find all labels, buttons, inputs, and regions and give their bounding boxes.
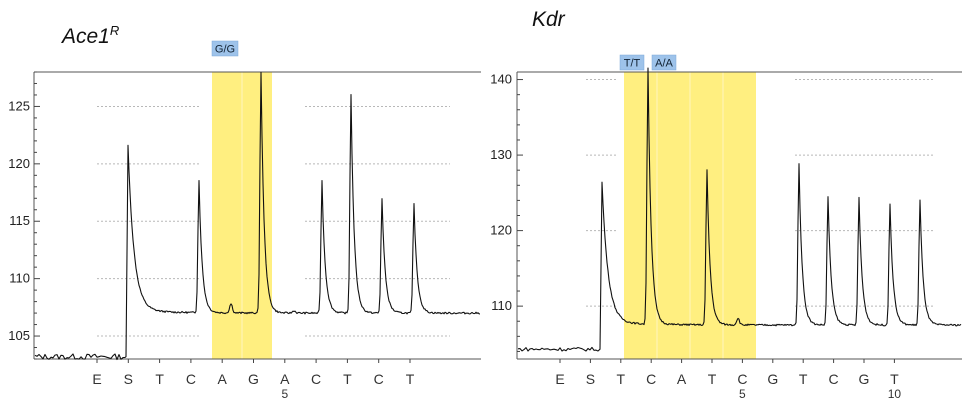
dispensation-label: A	[218, 371, 228, 387]
genotype-label-bg	[619, 54, 645, 71]
y-tick-label: 110	[9, 271, 30, 286]
y-tick-label: 115	[9, 213, 30, 228]
genotype-label-text: T/T	[624, 58, 641, 70]
genotype-label-bg	[651, 54, 677, 71]
dispensation-label: C	[737, 371, 747, 387]
dispensation-label: T	[406, 371, 415, 387]
dispensation-label: E	[555, 371, 564, 387]
pyrogram-trace	[517, 67, 962, 352]
panel-title: Kdr	[532, 8, 566, 31]
y-tick-label: 130	[490, 147, 512, 162]
dispensation-label: S	[124, 371, 133, 387]
panel-title-main: Kdr	[532, 8, 566, 31]
y-tick-label: 120	[8, 156, 30, 171]
dispensation-label: G	[248, 371, 259, 387]
dispensation-label: T	[890, 371, 899, 387]
y-tick-label: 110	[491, 298, 512, 313]
dispensation-label: C	[311, 371, 321, 387]
position-label: 5	[281, 387, 288, 401]
genotype-label-text: G/G	[215, 44, 235, 56]
dispensation-label: G	[859, 371, 870, 387]
dispensation-label: T	[617, 371, 626, 387]
dispensation-label: T	[799, 371, 808, 387]
y-tick-label: 140	[490, 72, 512, 87]
dispensation-label: T	[343, 371, 352, 387]
dispensation-label: S	[586, 371, 595, 387]
genotype-label: G/G	[211, 40, 239, 57]
genotype-label: A/A	[651, 54, 677, 71]
dispensation-label: C	[186, 371, 196, 387]
position-label: 5	[739, 387, 746, 401]
position-label: 10	[888, 387, 902, 401]
dispensation-label: T	[155, 371, 164, 387]
genotype-label: T/T	[619, 54, 645, 71]
y-tick-label: 105	[8, 328, 30, 343]
dispensation-label: A	[280, 371, 290, 387]
panel-title-superscript: R	[110, 23, 119, 38]
panel-title: Ace1R	[60, 23, 119, 48]
pyrogram-trace	[34, 71, 481, 361]
y-tick-label: 120	[490, 223, 512, 238]
dispensation-label: E	[92, 371, 101, 387]
genotype-label-bg	[211, 40, 239, 57]
dispensation-label: C	[374, 371, 384, 387]
dispensation-label: T	[708, 371, 717, 387]
dispensation-label: C	[829, 371, 839, 387]
y-tick-label: 125	[8, 98, 30, 113]
dispensation-label: C	[646, 371, 656, 387]
dispensation-label: A	[677, 371, 687, 387]
dispensation-label: G	[767, 371, 778, 387]
genotype-label-text: A/A	[655, 58, 673, 70]
panel-title-main: Ace1	[60, 25, 110, 48]
